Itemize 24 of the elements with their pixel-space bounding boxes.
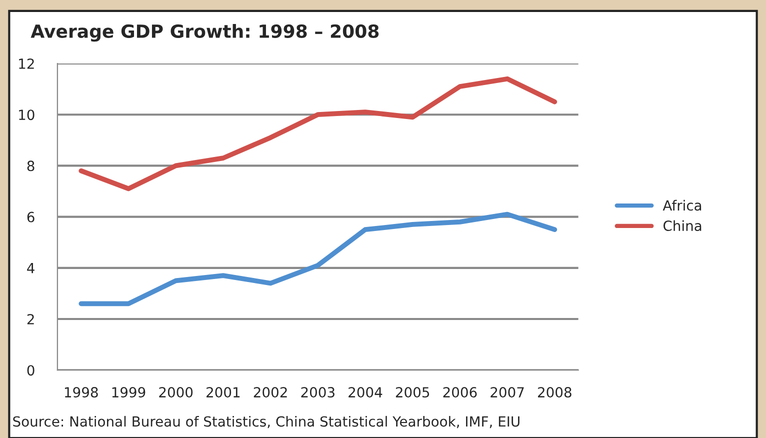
chart-title: Average GDP Growth: 1998 – 2008: [30, 24, 379, 42]
x-tick-label: 2007: [490, 387, 524, 398]
x-tick-label: 2001: [206, 387, 240, 398]
y-tick-label: 2: [27, 314, 34, 324]
line-series: [78, 76, 558, 192]
x-tick-label: 2008: [538, 387, 572, 398]
x-tick-label: 1998: [64, 387, 98, 398]
y-tick-label: 4: [27, 263, 34, 274]
x-tick-label: 2006: [443, 387, 477, 398]
x-tick-label: 2005: [396, 387, 430, 398]
x-tick-label: 2002: [254, 387, 287, 398]
x-tick-label: 2003: [301, 387, 334, 398]
y-tick-label: 10: [19, 110, 34, 120]
y-tick-label: 0: [27, 365, 34, 376]
x-tick-label: 2004: [348, 387, 382, 398]
line-series: [78, 212, 558, 306]
y-tick-label: 8: [27, 160, 34, 172]
legend-label: China: [663, 220, 702, 232]
source-note: Source: National Bureau of Statistics, China Statistical Yearbook, IMF, EIU: [13, 416, 520, 428]
y-tick-label: 12: [19, 58, 34, 69]
x-tick-label: 2000: [159, 387, 193, 398]
y-tick-label: 6: [27, 212, 34, 222]
x-tick-label: 1999: [112, 387, 146, 398]
legend-label: Africa: [662, 200, 702, 211]
